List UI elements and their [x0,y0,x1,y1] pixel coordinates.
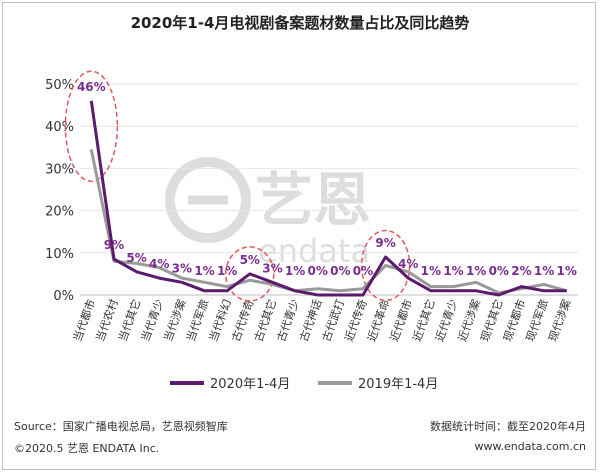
data-label: 46% [77,80,106,94]
data-label: 4% [149,257,169,271]
data-label: 3% [262,261,282,275]
footer-source: Source：国家广播电视总局，艺恩视频智库 [14,420,228,433]
x-axis: 当代都市当代农村当代其它当代青少当代涉案当代军旅当代科幻古代传奇古代其它古代青少… [70,294,578,343]
footer-copyright: ©2020.5 艺恩 ENDATA Inc. [14,442,160,455]
y-tick-label: 10% [45,247,74,262]
highlight-ellipses [64,70,411,302]
legend-label: 2019年1-4月 [358,377,438,392]
footer-stat-time: 数据统计时间：截至2020年4月 [430,420,586,433]
data-label: 5% [240,253,260,267]
highlight-ellipse [360,229,411,302]
y-axis: 0% 10% 20% 30% 40% 50% [45,78,74,304]
highlight-ellipse [64,70,119,182]
data-label: 5% [126,251,146,265]
data-label: 1% [217,264,237,278]
data-label: 3% [172,261,192,275]
series-lines [89,100,568,297]
data-label: 1% [556,264,576,278]
series-line-2020 [89,100,567,297]
series-line-2019 [89,149,568,295]
watermark-brand-en: endata [258,232,370,270]
data-label: 0% [330,264,350,278]
gridlines [80,83,578,254]
data-label: 1% [421,264,441,278]
chart-title: 2020年1-4月电视剧备案题材数量占比及同比趋势 [130,14,470,32]
data-label: 2% [511,264,531,278]
chart-frame [2,2,596,470]
y-tick-label: 50% [45,78,74,93]
data-label: 1% [285,264,305,278]
data-label: 9% [375,236,395,250]
data-label: 0% [307,264,327,278]
footer-website: www.endata.com.cn [474,440,587,453]
legend: 2020年1-4月 2019年1-4月 [170,377,438,392]
data-label: 0% [353,264,373,278]
data-label: 0% [489,264,509,278]
y-tick-label: 30% [45,162,74,177]
watermark-circle [165,157,251,243]
y-tick-label: 40% [45,120,74,135]
legend-label: 2020年1-4月 [210,377,290,392]
watermark-brand: 艺恩 [255,166,371,234]
data-labels: 46%9%5% 4% 3% 1% 1%5%3% 1% 0% 0% 0%9%4% 1% 1% 1% 0% 2… [77,80,577,278]
data-label: 4% [398,257,418,271]
data-label: 1% [443,264,463,278]
data-label: 1% [534,264,554,278]
y-tick-label: 0% [53,289,74,304]
data-label: 9% [104,238,124,252]
watermark-logo: 艺恩 endata [165,157,371,270]
data-label: 1% [194,264,214,278]
data-label: 1% [466,264,486,278]
y-tick-label: 20% [45,205,74,220]
highlight-ellipse [225,246,275,302]
